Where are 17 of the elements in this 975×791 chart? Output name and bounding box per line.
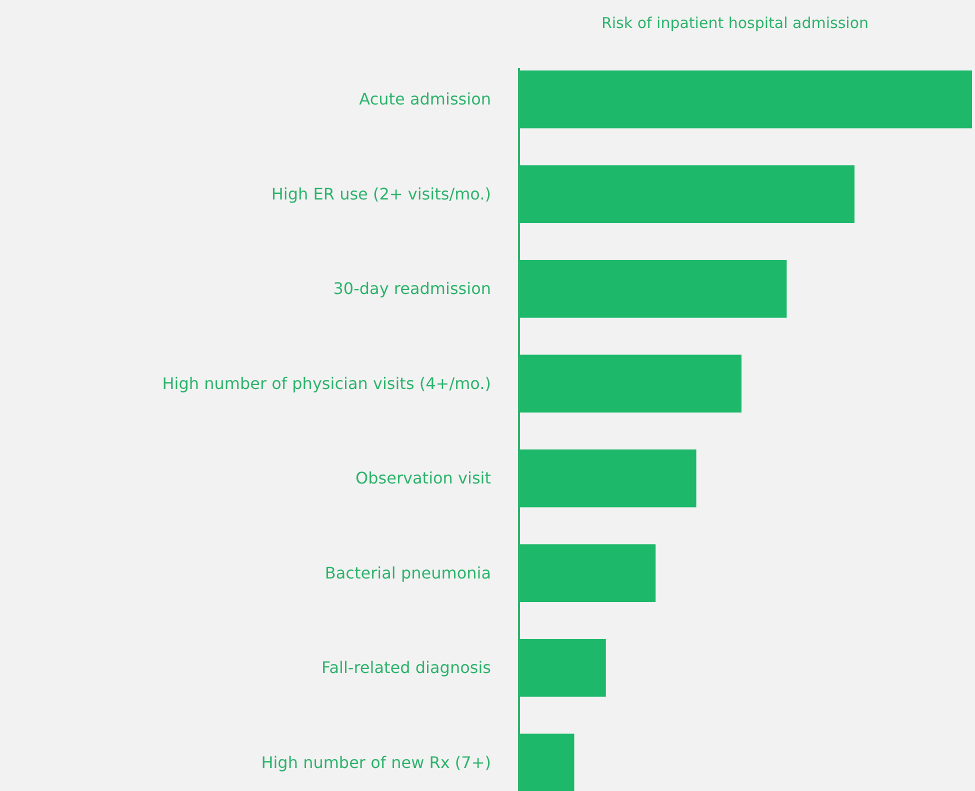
bar bbox=[520, 638, 606, 697]
bar bbox=[520, 70, 972, 128]
bar bbox=[520, 449, 696, 508]
y-tick-label: High number of new Rx (7+) bbox=[261, 752, 491, 772]
y-tick-label: Bacterial pneumonia bbox=[324, 563, 491, 582]
bar bbox=[520, 544, 656, 602]
y-tick-label: Fall-related diagnosis bbox=[322, 658, 491, 677]
y-tick-label: 30-day readmission bbox=[333, 278, 491, 298]
y-tick-label: Observation visit bbox=[356, 468, 491, 488]
chart-title: Risk of inpatient hospital admission bbox=[601, 14, 869, 32]
y-tick-label: Acute admission bbox=[359, 89, 491, 108]
bar bbox=[520, 734, 574, 791]
y-tick-label: High ER use (2+ visits/mo.) bbox=[271, 184, 491, 204]
bar bbox=[520, 354, 742, 413]
bar bbox=[520, 165, 854, 224]
bar bbox=[520, 260, 787, 318]
y-tick-label: High number of physician visits (4+/mo.) bbox=[162, 374, 491, 393]
